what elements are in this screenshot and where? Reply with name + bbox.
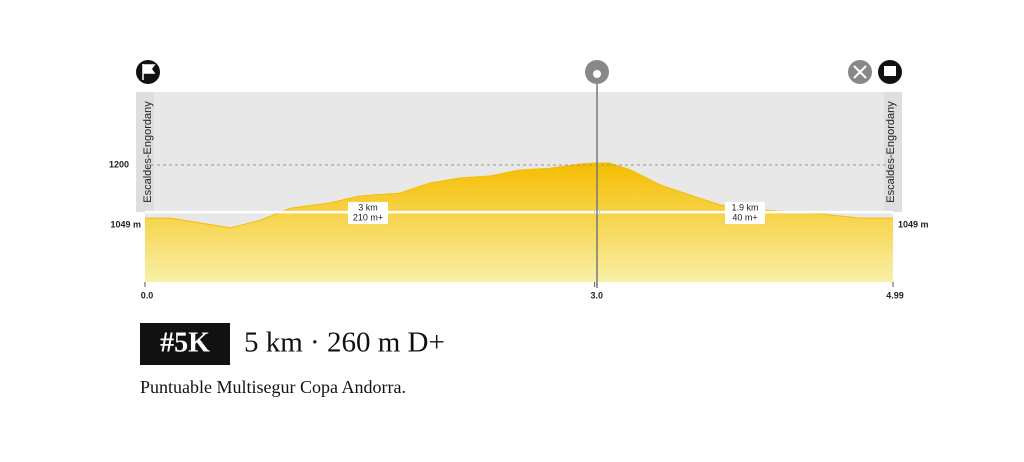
finish-glyph [884, 66, 896, 76]
start-label-box [136, 92, 154, 212]
end-place: Escaldes-Engordany [885, 101, 897, 203]
x-tick-label: 3.0 [590, 290, 603, 300]
y-tick-label-right: 1049 m [898, 219, 929, 229]
annotation: 40 m+ [732, 212, 757, 222]
annotation-box [348, 202, 388, 225]
checkpoint-glyph [593, 70, 601, 78]
end-label-box [884, 92, 902, 212]
start-place: Escaldes-Engordany [142, 101, 154, 203]
y-tick-label: 1049 m [110, 219, 141, 229]
x-tick-label: 4.99 [886, 290, 904, 300]
annotation: 3 km [358, 202, 378, 212]
subtitle: Puntuable Multisegur Copa Andorra. [140, 377, 406, 397]
badge-box [140, 323, 230, 365]
annotation: 1.9 km [731, 202, 758, 212]
annotation-box [725, 202, 765, 225]
food-glyph [853, 65, 867, 79]
badge: #5K [160, 327, 210, 358]
title: 5 km · 260 m D+ [244, 327, 445, 359]
elevation-area [145, 162, 893, 282]
flag-glyph [142, 64, 156, 80]
y-tick-label: 1200 [109, 159, 129, 169]
annotation: 210 m+ [353, 212, 383, 222]
x-tick-label: 0.0 [141, 290, 154, 300]
